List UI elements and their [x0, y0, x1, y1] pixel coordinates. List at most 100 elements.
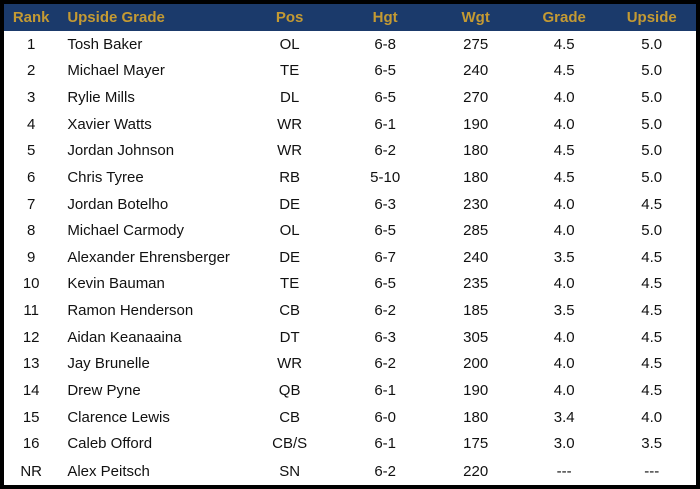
cell-rank: 7 — [26, 195, 36, 213]
cell-upside: 5.0 — [641, 168, 663, 186]
cell-name: Jordan Johnson — [67, 142, 175, 160]
cell-rank: 16 — [22, 435, 40, 453]
cell-name: Aidan Keanaaina — [67, 328, 182, 346]
table-row: 15 Clarence Lewis CB 6-0 180 3.4 4.0 — [2, 404, 698, 431]
cell-wgt: 240 — [463, 248, 489, 266]
cell-hgt: 6-5 — [374, 275, 396, 293]
table-header-row: Rank Upside Grade Pos Hgt Wgt Grade Upside — [1, 1, 699, 31]
table-row: 8 Michael Carmody OL 6-5 285 4.0 5.0 — [2, 217, 698, 244]
cell-name: Clarence Lewis — [67, 408, 170, 426]
cell-name: Alexander Ehrensberger — [67, 248, 230, 266]
cell-pos: OL — [279, 222, 300, 240]
table-row: 7 Jordan Botelho DE 6-3 230 4.0 4.5 — [2, 191, 698, 218]
table-row: 14 Drew Pyne QB 6-1 190 4.0 4.5 — [2, 377, 698, 404]
cell-pos: TE — [280, 62, 300, 80]
table-row: 9 Alexander Ehrensberger DE 6-7 240 3.5 4.5 — [2, 244, 698, 271]
cell-name: Ramon Henderson — [67, 302, 194, 320]
cell-name: Jordan Botelho — [67, 195, 169, 213]
cell-grade: 4.0 — [553, 355, 575, 373]
cell-upside: 5.0 — [641, 35, 663, 53]
cell-grade: 3.4 — [553, 408, 575, 426]
cell-grade: 4.0 — [553, 275, 575, 293]
table-row: 1 Tosh Baker OL 6-8 275 4.5 5.0 — [2, 31, 698, 58]
cell-rank: 11 — [23, 302, 39, 320]
cell-pos: DL — [280, 89, 300, 107]
cell-hgt: 6-8 — [374, 35, 396, 53]
cell-name: Tosh Baker — [67, 35, 143, 53]
cell-rank: 3 — [26, 89, 36, 107]
cell-grade: 4.0 — [553, 89, 575, 107]
cell-hgt: 6-5 — [374, 89, 396, 107]
cell-pos: WR — [277, 355, 303, 373]
cell-upside: 4.0 — [641, 408, 663, 426]
cell-rank: 1 — [26, 35, 36, 53]
cell-hgt: 5-10 — [370, 168, 401, 186]
column-header-grade: Grade — [520, 1, 608, 31]
cell-upside: 4.5 — [641, 381, 663, 399]
cell-pos: CB — [279, 302, 301, 320]
cell-name: Caleb Offord — [67, 435, 153, 453]
cell-grade: 4.0 — [553, 195, 575, 213]
cell-wgt: 305 — [463, 328, 489, 346]
column-header-upside: Upside — [607, 1, 699, 31]
cell-hgt: 6-5 — [374, 62, 396, 80]
cell-wgt: 185 — [463, 302, 489, 320]
cell-name: Jay Brunelle — [67, 355, 150, 373]
cell-pos: OL — [279, 35, 300, 53]
cell-grade: 4.0 — [553, 222, 575, 240]
cell-rank: 14 — [22, 381, 40, 399]
cell-pos: TE — [280, 275, 300, 293]
cell-name: Drew Pyne — [67, 381, 141, 399]
cell-name: Rylie Mills — [67, 89, 135, 107]
table-row: 3 Rylie Mills DL 6-5 270 4.0 5.0 — [2, 84, 698, 111]
table-row: 11 Ramon Henderson CB 6-2 185 3.5 4.5 — [2, 297, 698, 324]
cell-grade: 4.5 — [553, 142, 575, 160]
cell-pos: CB/S — [272, 435, 308, 453]
column-header-wgt: Wgt — [430, 1, 521, 31]
cell-pos: SN — [279, 462, 301, 480]
column-header-pos: Pos — [239, 1, 340, 31]
cell-wgt: 180 — [463, 168, 489, 186]
cell-rank: 6 — [26, 168, 36, 186]
column-header-name: Upside Grade — [58, 1, 240, 31]
cell-wgt: 220 — [463, 462, 489, 480]
cell-pos: RB — [279, 168, 301, 186]
cell-upside: 4.5 — [641, 275, 663, 293]
table-body: 1 Tosh Baker OL 6-8 275 4.5 5.0 2 Michael Mayer T… — [2, 31, 698, 487]
cell-rank: 4 — [26, 115, 36, 133]
cell-rank: 10 — [22, 275, 40, 293]
cell-upside: 4.5 — [641, 355, 663, 373]
column-header-rank: Rank — [1, 1, 59, 31]
cell-name: Alex Peitsch — [67, 462, 150, 480]
cell-hgt: 6-3 — [374, 328, 396, 346]
cell-pos: WR — [277, 115, 303, 133]
cell-rank: 2 — [26, 62, 36, 80]
cell-pos: CB — [279, 408, 301, 426]
cell-wgt: 180 — [463, 142, 489, 160]
cell-hgt: 6-5 — [374, 222, 396, 240]
cell-wgt: 240 — [463, 62, 489, 80]
table-row: 4 Xavier Watts WR 6-1 190 4.0 5.0 — [2, 111, 698, 138]
cell-rank: NR — [20, 462, 42, 480]
cell-wgt: 275 — [463, 35, 489, 53]
table-row: NR Alex Peitsch SN 6-2 220 --- --- — [2, 457, 698, 487]
cell-upside: 5.0 — [641, 62, 663, 80]
cell-grade: 3.0 — [553, 435, 575, 453]
cell-upside: 5.0 — [641, 222, 663, 240]
cell-wgt: 200 — [463, 355, 489, 373]
cell-pos: WR — [277, 142, 303, 160]
cell-upside: 4.5 — [641, 195, 663, 213]
cell-wgt: 190 — [463, 115, 489, 133]
cell-grade: --- — [556, 462, 572, 480]
table-row: 16 Caleb Offord CB/S 6-1 175 3.0 3.5 — [2, 430, 698, 457]
cell-name: Xavier Watts — [67, 115, 152, 133]
cell-name: Chris Tyree — [67, 168, 144, 186]
cell-hgt: 6-7 — [374, 248, 396, 266]
cell-pos: DE — [279, 195, 301, 213]
cell-upside: 3.5 — [641, 435, 663, 453]
cell-hgt: 6-2 — [374, 142, 396, 160]
cell-wgt: 230 — [463, 195, 489, 213]
cell-grade: 4.0 — [553, 115, 575, 133]
cell-wgt: 175 — [463, 435, 489, 453]
